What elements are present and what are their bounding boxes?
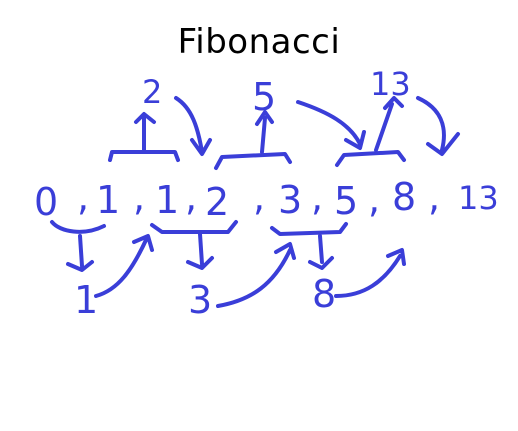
curved-down-arrow xyxy=(416,96,460,156)
separator: , xyxy=(253,175,265,219)
lower-bracket xyxy=(50,220,106,234)
seq-term-0: 0 xyxy=(34,180,58,224)
down-arrow xyxy=(66,234,94,272)
seq-term-4: 3 xyxy=(278,178,302,222)
separator: , xyxy=(311,175,323,219)
separator: , xyxy=(133,175,145,219)
separators: , , , , , , , xyxy=(77,175,440,221)
upper-bracket xyxy=(108,150,180,162)
curved-up-arrow xyxy=(94,234,154,298)
page-title: Fibonacci xyxy=(177,22,341,62)
down-arrow xyxy=(308,234,334,270)
separator: , xyxy=(428,175,440,219)
up-arrow xyxy=(134,112,156,152)
separator: , xyxy=(368,177,380,221)
sum-below-label: 3 xyxy=(188,278,212,322)
seq-term-2: 1 xyxy=(155,178,179,222)
sum-above-label: 2 xyxy=(142,73,162,111)
curved-up-arrow xyxy=(216,242,296,308)
seq-term-5: 5 xyxy=(334,179,358,223)
separator: , xyxy=(185,175,197,219)
lower-bracket xyxy=(270,222,348,236)
seq-term-6: 8 xyxy=(392,175,416,219)
sequence: 0 1 1 2 3 5 8 13 xyxy=(34,175,499,224)
curved-down-arrow xyxy=(174,96,212,156)
sum-above-label: 13 xyxy=(370,65,411,103)
seq-term-3: 2 xyxy=(205,180,229,224)
sums-below: 1 3 8 xyxy=(74,272,336,322)
sum-below-label: 8 xyxy=(312,272,336,316)
separator: , xyxy=(77,175,89,219)
upper-bracket xyxy=(214,152,292,170)
curved-down-arrow xyxy=(296,100,366,150)
seq-term-7: 13 xyxy=(458,179,499,217)
sums-above: 2 5 13 xyxy=(142,65,411,119)
curved-up-arrow xyxy=(334,248,406,298)
up-arrow xyxy=(255,110,274,154)
up-arrow xyxy=(374,96,404,152)
seq-term-1: 1 xyxy=(96,178,120,222)
sum-below-label: 1 xyxy=(74,278,98,322)
lower-bracket xyxy=(150,220,238,234)
upper-bracket xyxy=(335,150,406,167)
down-arrow xyxy=(186,232,214,270)
